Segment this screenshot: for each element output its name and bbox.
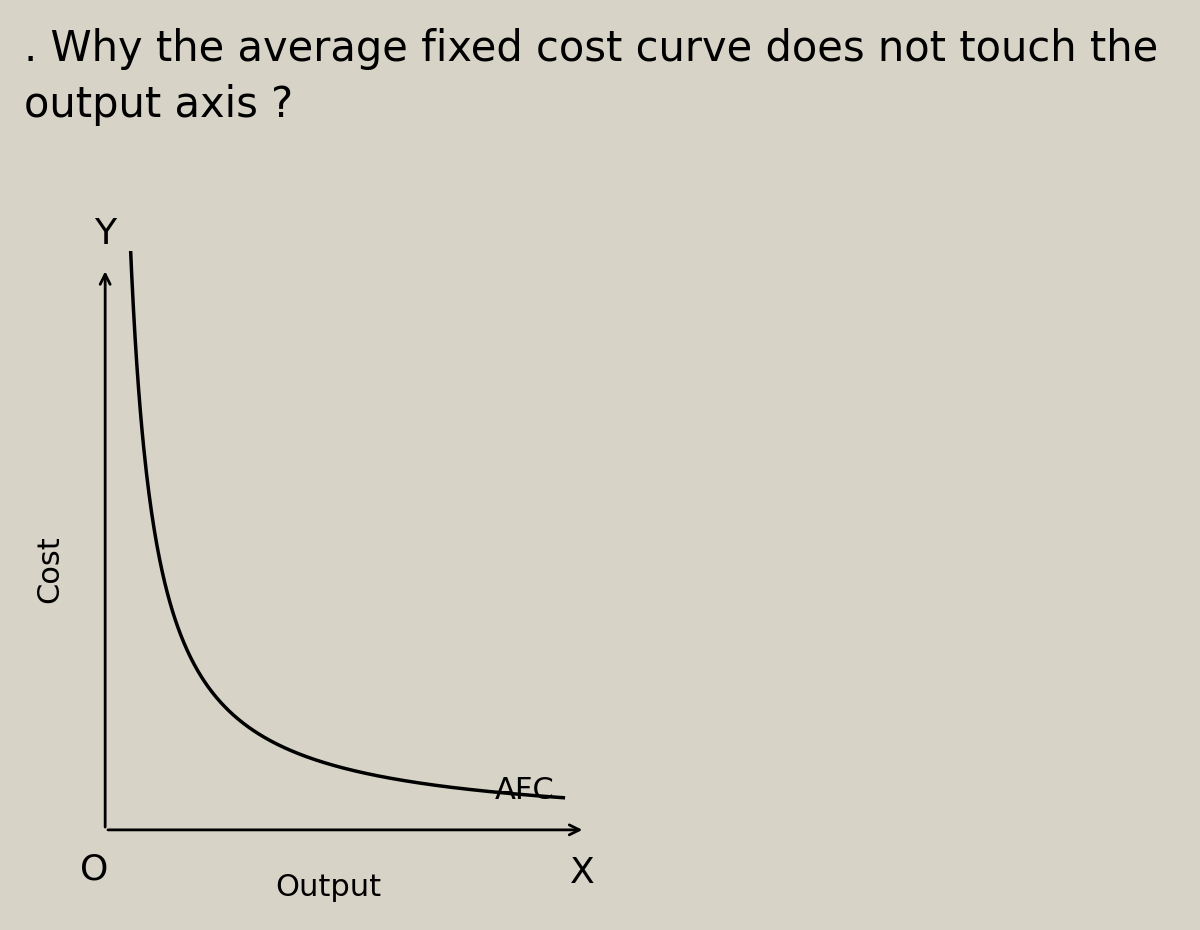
Text: . Why the average fixed cost curve does not touch the: . Why the average fixed cost curve does … <box>24 28 1158 70</box>
Text: X: X <box>570 856 595 890</box>
Text: output axis ?: output axis ? <box>24 84 293 126</box>
Text: Cost: Cost <box>36 536 65 604</box>
Text: AFC: AFC <box>494 777 554 805</box>
Text: Output: Output <box>275 873 380 902</box>
Text: O: O <box>79 853 108 886</box>
Text: Y: Y <box>94 217 116 251</box>
